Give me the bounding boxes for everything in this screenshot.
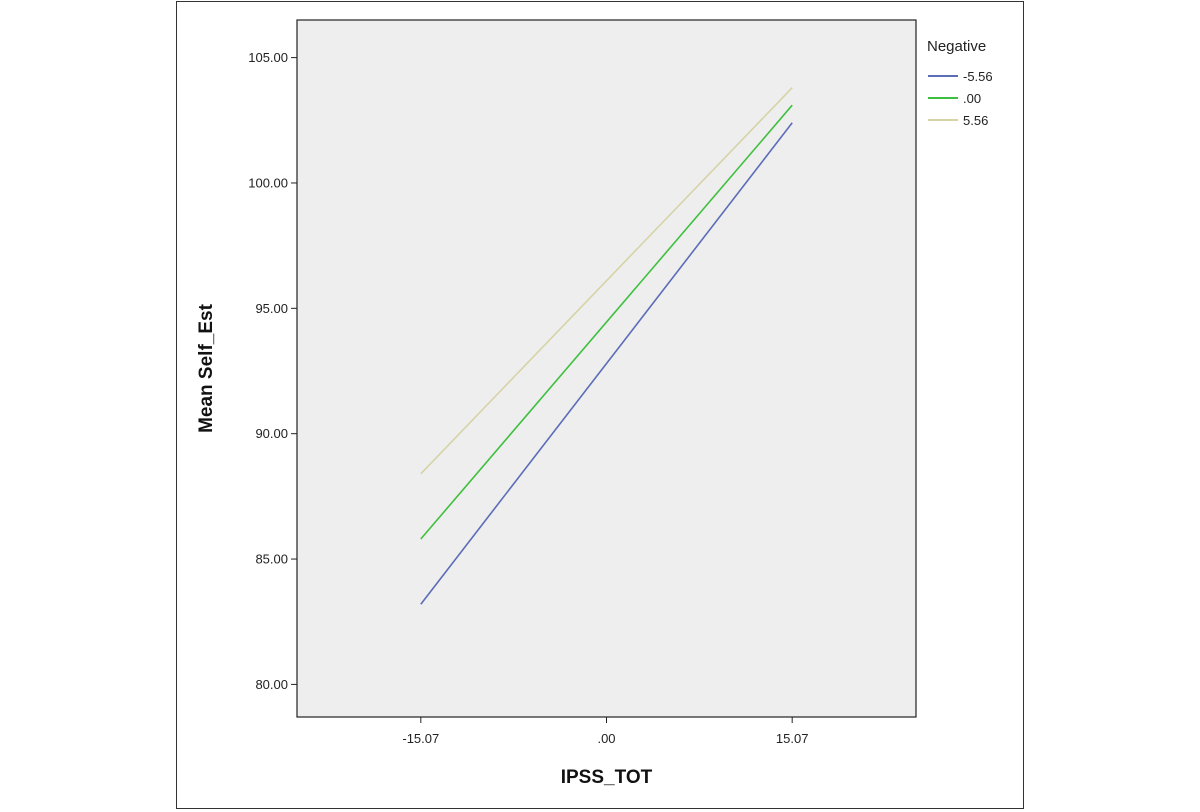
series-line-1 xyxy=(420,104,793,540)
legend-title: Negative xyxy=(927,38,986,55)
legend-label: 5.56 xyxy=(963,113,988,128)
series-line-0 xyxy=(420,122,793,605)
legend: Negative -5.56 .00 5.56 xyxy=(927,38,993,128)
plot-area xyxy=(296,19,917,718)
x-tick-label: 15.07 xyxy=(776,731,809,746)
y-tick-label: 95.00 xyxy=(255,301,288,316)
y-tick-label: 105.00 xyxy=(248,50,288,65)
y-tick-label: 100.00 xyxy=(248,175,288,190)
y-tick-label: 80.00 xyxy=(255,677,288,692)
y-tick-label: 90.00 xyxy=(255,426,288,441)
legend-label: .00 xyxy=(963,91,981,106)
series-line-2 xyxy=(420,87,793,475)
x-tick-label: .00 xyxy=(597,731,615,746)
x-tick-label: -15.07 xyxy=(402,731,439,746)
y-axis-title: Mean Self_Est xyxy=(196,303,217,432)
x-axis: -15.07 .00 15.07 xyxy=(402,717,808,746)
y-tick-label: 85.00 xyxy=(255,552,288,567)
series-lines xyxy=(420,87,793,605)
legend-label: -5.56 xyxy=(963,69,993,84)
y-axis: 80.00 85.00 90.00 95.00 100.00 105.00 xyxy=(248,50,297,692)
x-axis-title: IPSS_TOT xyxy=(561,767,653,788)
